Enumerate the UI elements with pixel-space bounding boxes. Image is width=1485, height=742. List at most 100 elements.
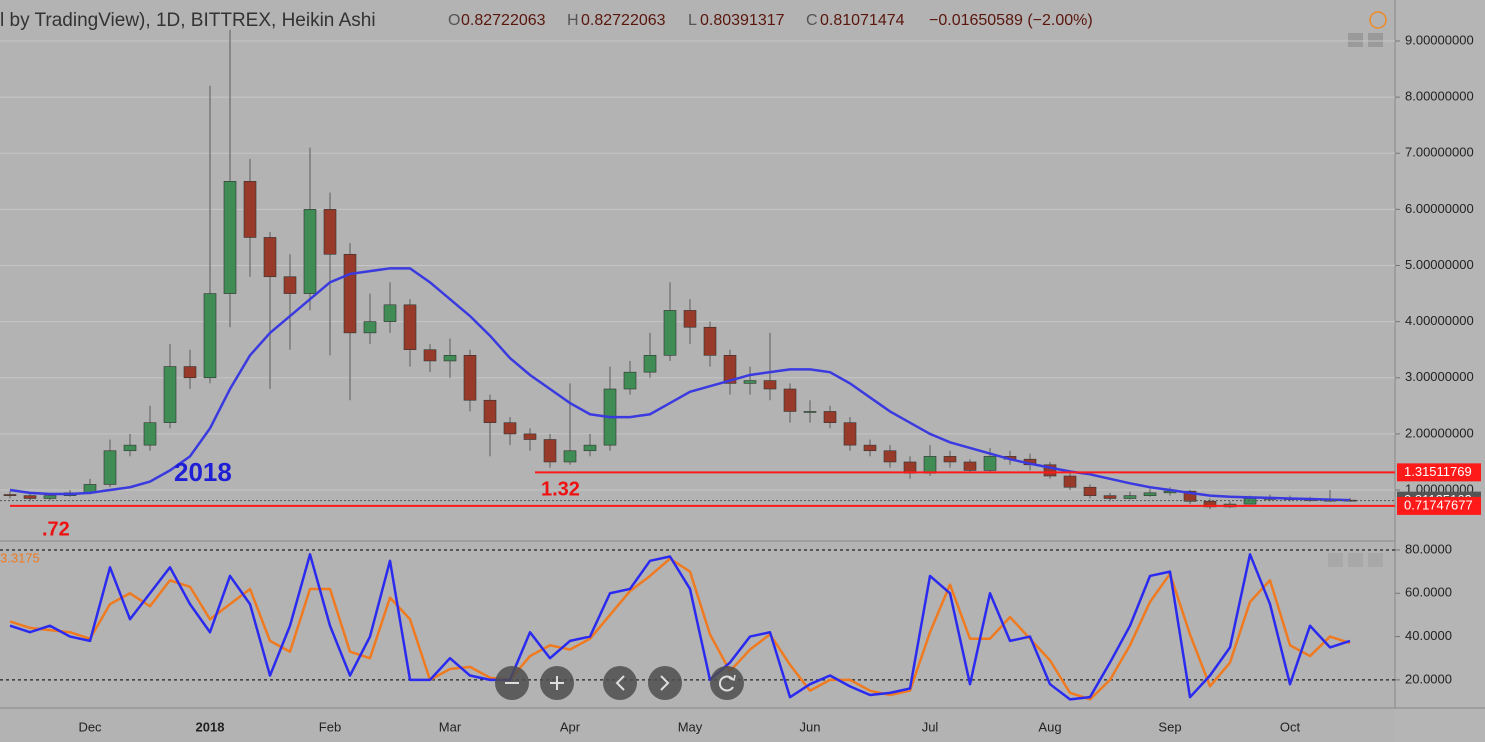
y-tick-label: 20.0000 bbox=[1405, 671, 1452, 686]
annotation: .72 bbox=[42, 518, 70, 540]
x-tick-label: Apr bbox=[560, 719, 581, 734]
y-tick-label: 80.0000 bbox=[1405, 541, 1452, 556]
candle-body bbox=[883, 450, 897, 463]
candle-body bbox=[363, 321, 377, 334]
candle-body bbox=[863, 444, 877, 452]
candle-body bbox=[923, 456, 937, 474]
price-label: 1.31511769 bbox=[1404, 464, 1472, 479]
candle-body bbox=[503, 422, 517, 435]
pane-button[interactable] bbox=[1328, 553, 1343, 567]
x-tick-label: May bbox=[678, 719, 703, 734]
candle-body bbox=[583, 444, 597, 452]
alert-icon[interactable] bbox=[1369, 11, 1387, 29]
candle-body bbox=[1083, 486, 1097, 496]
candle-body bbox=[823, 411, 837, 423]
x-tick-label: Jun bbox=[800, 719, 821, 734]
ohlc-key: O bbox=[448, 12, 460, 29]
x-tick-label: Mar bbox=[439, 719, 462, 734]
indicator-label: 3.3175 bbox=[0, 550, 40, 565]
annotation: 2018 bbox=[174, 457, 232, 487]
y-tick-label: 3.00000000 bbox=[1405, 369, 1474, 384]
candle-body bbox=[123, 444, 137, 452]
zoom-in-button[interactable] bbox=[540, 666, 574, 700]
price-label: 0.71747677 bbox=[1404, 497, 1473, 512]
pane-button[interactable] bbox=[1348, 33, 1363, 47]
x-tick-label: Oct bbox=[1280, 719, 1301, 734]
price-label-box bbox=[1397, 463, 1481, 482]
ohlc-key: L bbox=[688, 12, 697, 29]
ohlc-value: 0.80391317 bbox=[700, 12, 785, 29]
y-tick-label: 2.00000000 bbox=[1405, 425, 1474, 440]
candle-body bbox=[43, 495, 57, 499]
x-tick-label: Dec bbox=[78, 719, 102, 734]
ohlc-key: H bbox=[567, 12, 579, 29]
y-tick-label: 8.00000000 bbox=[1405, 89, 1474, 104]
moving-average-line bbox=[9, 267, 1351, 502]
candle-body bbox=[303, 209, 317, 294]
candle-body bbox=[963, 461, 977, 471]
x-tick-label: Sep bbox=[1158, 719, 1181, 734]
ohlc-key: C bbox=[806, 12, 818, 29]
candle-body bbox=[443, 355, 457, 362]
scroll-right-button[interactable] bbox=[648, 666, 682, 700]
pane-button[interactable] bbox=[1368, 33, 1383, 47]
y-tick-label: 7.00000000 bbox=[1405, 145, 1474, 160]
candle-body bbox=[283, 276, 297, 294]
plots: 1.000000002.000000003.000000004.00000000… bbox=[0, 29, 1481, 734]
candle-body bbox=[1183, 490, 1197, 502]
candle-body bbox=[623, 371, 637, 390]
candle-body bbox=[3, 494, 17, 496]
y-tick-label: 5.00000000 bbox=[1405, 257, 1474, 272]
candle-body bbox=[203, 293, 217, 379]
candle-body bbox=[1243, 498, 1257, 505]
candle-body bbox=[663, 310, 677, 356]
scroll-left-button[interactable] bbox=[603, 666, 637, 700]
y-tick-label: 6.00000000 bbox=[1405, 201, 1474, 216]
candle-body bbox=[1043, 464, 1057, 477]
candle-body bbox=[483, 399, 497, 423]
candle-body bbox=[643, 355, 657, 373]
y-tick-label: 9.00000000 bbox=[1405, 32, 1474, 47]
candle-body bbox=[983, 456, 997, 471]
price-axis-bg bbox=[1395, 0, 1485, 742]
x-tick-label: Aug bbox=[1038, 719, 1061, 734]
x-tick-label: 2018 bbox=[196, 719, 225, 734]
candle-body bbox=[103, 450, 117, 485]
candle-body bbox=[1143, 492, 1157, 496]
candle-body bbox=[843, 422, 857, 446]
x-tick-label: Jul bbox=[922, 719, 939, 734]
ohlc-value: 0.81071474 bbox=[820, 12, 905, 29]
candle-body bbox=[743, 380, 757, 384]
candle-body bbox=[943, 456, 957, 463]
chart-title: l by TradingView), 1D, BITTREX, Heikin A… bbox=[0, 10, 376, 31]
candle-body bbox=[703, 326, 717, 356]
x-tick-label: Feb bbox=[319, 719, 341, 734]
zoom-out-button[interactable] bbox=[495, 666, 529, 700]
candle-body bbox=[243, 181, 257, 238]
candle-body bbox=[683, 310, 697, 328]
reset-button[interactable] bbox=[710, 666, 744, 700]
candle-body bbox=[783, 388, 797, 412]
candle-body bbox=[1103, 495, 1117, 499]
candle-body bbox=[263, 237, 277, 278]
candle-body bbox=[183, 366, 197, 379]
candle-body bbox=[563, 450, 577, 463]
pane-button[interactable] bbox=[1348, 553, 1363, 567]
candle-body bbox=[723, 355, 737, 384]
candle-body bbox=[1123, 495, 1137, 499]
ohlc-value: 0.82722063 bbox=[581, 12, 666, 29]
candle-body bbox=[143, 422, 157, 446]
header: l by TradingView), 1D, BITTREX, Heikin A… bbox=[0, 10, 1093, 31]
candle-body bbox=[763, 380, 777, 390]
candle-body bbox=[523, 433, 537, 440]
candle-body bbox=[23, 495, 37, 499]
annotation: 1.32 bbox=[541, 478, 580, 500]
pane-button[interactable] bbox=[1368, 553, 1383, 567]
candle-body bbox=[383, 304, 397, 322]
candle-body bbox=[543, 439, 557, 463]
price-label-box bbox=[1397, 496, 1481, 515]
y-tick-label: 4.00000000 bbox=[1405, 313, 1474, 328]
y-tick-label: 40.0000 bbox=[1405, 628, 1452, 643]
